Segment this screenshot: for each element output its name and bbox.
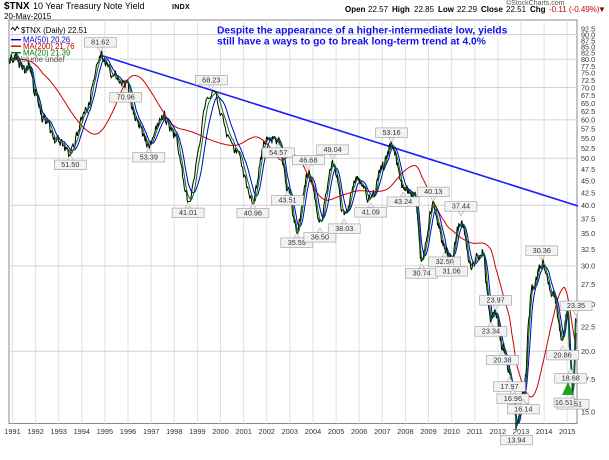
svg-text:53.39: 53.39 — [140, 153, 158, 162]
svg-text:1996: 1996 — [120, 427, 136, 436]
svg-text:1993: 1993 — [50, 427, 66, 436]
svg-text:32.5: 32.5 — [581, 245, 595, 254]
svg-text:2007: 2007 — [374, 427, 390, 436]
svg-text:30.36: 30.36 — [533, 246, 551, 255]
svg-text:41.01: 41.01 — [179, 208, 197, 217]
svg-text:31.06: 31.06 — [442, 267, 460, 276]
svg-text:43.24: 43.24 — [394, 197, 412, 206]
svg-text:35.0: 35.0 — [581, 229, 595, 238]
svg-text:27.5: 27.5 — [581, 280, 595, 289]
svg-text:2005: 2005 — [328, 427, 344, 436]
svg-text:▼: ▼ — [598, 5, 606, 14]
svg-text:$TNX (Daily) 22.51: $TNX (Daily) 22.51 — [21, 26, 87, 35]
svg-text:still have a ways to go to bre: still have a ways to go to break long-te… — [217, 36, 486, 47]
svg-text:1995: 1995 — [97, 427, 113, 436]
svg-text:60.0: 60.0 — [581, 116, 595, 125]
svg-text:1999: 1999 — [189, 427, 205, 436]
svg-text:81.62: 81.62 — [91, 38, 109, 47]
svg-text:20.38: 20.38 — [493, 355, 511, 364]
svg-text:13.94: 13.94 — [507, 435, 525, 444]
svg-text:2012: 2012 — [490, 427, 506, 436]
svg-text:2008: 2008 — [397, 427, 413, 436]
svg-text:70.96: 70.96 — [117, 93, 135, 102]
svg-text:40.13: 40.13 — [424, 187, 442, 196]
svg-text:2010: 2010 — [443, 427, 459, 436]
svg-text:53.16: 53.16 — [382, 128, 400, 137]
svg-text:54.57: 54.57 — [269, 148, 287, 157]
svg-text:23.35: 23.35 — [567, 301, 585, 310]
svg-text:50.0: 50.0 — [581, 154, 595, 163]
svg-text:Open: Open — [345, 5, 366, 14]
svg-text:Low: Low — [438, 5, 455, 14]
svg-text:30.74: 30.74 — [412, 269, 430, 278]
svg-text:41.09: 41.09 — [362, 208, 380, 217]
svg-text:©StockCharts.com: ©StockCharts.com — [506, 0, 565, 7]
svg-text:2014: 2014 — [536, 427, 552, 436]
svg-text:$TNX: $TNX — [4, 1, 30, 12]
svg-text:43.51: 43.51 — [278, 196, 296, 205]
svg-text:57.5: 57.5 — [581, 125, 595, 134]
svg-text:2000: 2000 — [212, 427, 228, 436]
svg-text:2009: 2009 — [420, 427, 436, 436]
svg-text:42.5: 42.5 — [581, 188, 595, 197]
svg-text:40.96: 40.96 — [244, 208, 262, 217]
svg-text:2004: 2004 — [305, 427, 321, 436]
svg-text:20.86: 20.86 — [553, 350, 571, 359]
svg-text:37.5: 37.5 — [581, 215, 595, 224]
svg-text:22.5: 22.5 — [581, 322, 595, 331]
svg-text:2002: 2002 — [258, 427, 274, 436]
svg-text:35.59: 35.59 — [288, 238, 306, 247]
svg-text:47.5: 47.5 — [581, 165, 595, 174]
svg-text:51.50: 51.50 — [61, 160, 79, 169]
svg-text:2015: 2015 — [559, 427, 575, 436]
svg-text:16.96: 16.96 — [504, 394, 522, 403]
svg-text:16.51: 16.51 — [555, 398, 573, 407]
svg-text:22.85: 22.85 — [414, 5, 435, 14]
svg-text:Volume undef: Volume undef — [17, 55, 66, 64]
svg-text:23.97: 23.97 — [486, 296, 504, 305]
svg-text:36.50: 36.50 — [311, 233, 329, 242]
svg-text:INDX: INDX — [172, 4, 190, 11]
svg-text:20.0: 20.0 — [581, 347, 595, 356]
svg-text:16.14: 16.14 — [514, 404, 532, 413]
svg-text:22.57: 22.57 — [368, 5, 389, 14]
svg-text:49.04: 49.04 — [323, 145, 341, 154]
svg-text:38.03: 38.03 — [335, 224, 353, 233]
svg-text:1994: 1994 — [74, 427, 90, 436]
svg-text:2001: 2001 — [235, 427, 251, 436]
svg-text:52.5: 52.5 — [581, 144, 595, 153]
svg-text:55.0: 55.0 — [581, 134, 595, 143]
svg-text:1997: 1997 — [143, 427, 159, 436]
svg-text:68.23: 68.23 — [202, 75, 220, 84]
svg-text:17.97: 17.97 — [500, 382, 518, 391]
svg-text:45.0: 45.0 — [581, 176, 595, 185]
svg-text:1998: 1998 — [166, 427, 182, 436]
svg-text:2011: 2011 — [467, 427, 483, 436]
svg-text:37.44: 37.44 — [452, 202, 470, 211]
svg-text:High: High — [392, 5, 410, 14]
svg-text:1992: 1992 — [27, 427, 43, 436]
svg-text:22.29: 22.29 — [457, 5, 478, 14]
svg-text:2003: 2003 — [282, 427, 298, 436]
svg-text:1991: 1991 — [4, 427, 20, 436]
svg-text:2006: 2006 — [351, 427, 367, 436]
svg-text:Close: Close — [481, 5, 503, 14]
svg-text:23.34: 23.34 — [482, 327, 500, 336]
svg-text:▪: ▪ — [11, 55, 14, 64]
svg-text:18.68: 18.68 — [562, 374, 580, 383]
svg-text:10 Year Treasury Note Yield: 10 Year Treasury Note Yield — [33, 1, 145, 11]
svg-text:Despite the appearance of a hi: Despite the appearance of a higher-inter… — [217, 26, 508, 37]
svg-text:30.0: 30.0 — [581, 262, 595, 271]
svg-text:40.0: 40.0 — [581, 201, 595, 210]
svg-text:46.68: 46.68 — [299, 155, 317, 164]
